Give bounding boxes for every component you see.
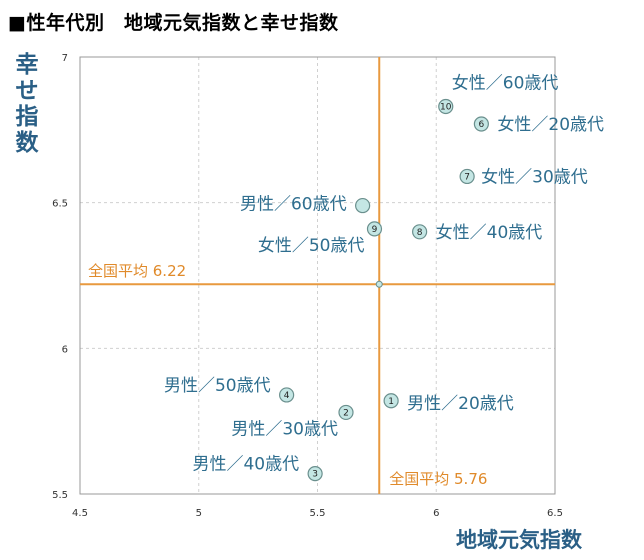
data-point-marker [459, 168, 475, 185]
data-point-marker [438, 98, 454, 115]
data-point-marker [473, 116, 489, 132]
average-label-y: 全国平均 6.22 [88, 262, 186, 280]
average-intersection-marker [375, 280, 383, 288]
y-tick-label: 6.5 [52, 199, 68, 210]
y-tick-label: 7 [62, 53, 68, 64]
data-point-label: 男性／60歳代 [240, 195, 347, 215]
data-point-number: 10 [440, 103, 452, 113]
data-point-label: 男性／30歳代 [231, 419, 338, 439]
data-point-marker [338, 404, 354, 421]
data-point-label: 男性／20歳代 [407, 394, 514, 414]
x-tick-label: 6.5 [547, 508, 563, 519]
data-point-marker [366, 221, 383, 237]
axis-ticks: 4.5 5 5.5 6 6.5 5.5 6 6.5 7 [52, 53, 563, 519]
chart-title: ■性年代別 地域元気指数と幸せ指数 [8, 12, 339, 34]
data-point-number: 4 [284, 391, 290, 401]
y-axis-title: 幸せ指数 [15, 52, 39, 156]
data-point-label: 女性／50歳代 [258, 236, 365, 256]
x-tick-label: 6 [433, 508, 439, 519]
y-tick-label: 6 [62, 344, 68, 355]
data-point-label: 女性／40歳代 [436, 223, 543, 243]
data-point-label: 女性／30歳代 [481, 167, 588, 187]
data-point-number: 6 [479, 120, 485, 130]
data-point-number: 3 [312, 470, 318, 480]
data-point-number: 9 [372, 225, 378, 235]
x-tick-label: 4.5 [72, 508, 88, 519]
data-points: 1 男性／20歳代 2 男性／30歳代 3 男性／40歳代 4 男性／50歳代 男性／60歳代 6… [164, 74, 604, 482]
x-tick-label: 5.5 [310, 508, 326, 519]
average-lines: 全国平均 6.22 全国平均 5.76 [80, 57, 555, 494]
y-tick-label: 5.5 [52, 490, 68, 501]
data-point-marker [279, 387, 295, 403]
data-point-marker [412, 224, 428, 240]
data-point-marker [307, 466, 323, 482]
data-point-label: 男性／50歳代 [164, 376, 271, 396]
data-point-number: 2 [343, 408, 349, 418]
gridlines [80, 57, 555, 494]
x-axis-title: 地域元気指数 [456, 528, 582, 552]
data-point-marker [383, 393, 399, 409]
data-point-number: 1 [388, 397, 394, 407]
data-point-label: 女性／60歳代 [452, 74, 559, 94]
data-point-number: 7 [464, 172, 470, 182]
data-point-label: 男性／40歳代 [192, 455, 299, 475]
data-point-label: 女性／20歳代 [497, 115, 604, 135]
data-point-marker [355, 197, 371, 214]
data-point-number: 8 [417, 228, 423, 238]
plot-area-border [79, 56, 556, 495]
average-label-x: 全国平均 5.76 [389, 470, 487, 488]
x-tick-label: 5 [196, 508, 202, 519]
